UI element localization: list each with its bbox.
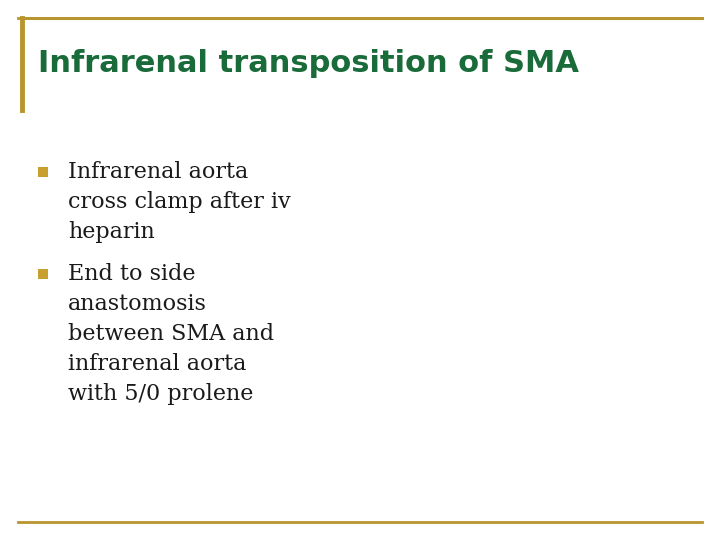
Bar (38, 167, 48, 177)
Text: with 5/0 prolene: with 5/0 prolene (68, 383, 253, 405)
Text: Infrarenal transposition of SMA: Infrarenal transposition of SMA (38, 50, 579, 78)
Text: heparin: heparin (68, 221, 155, 243)
Text: Infrarenal aorta: Infrarenal aorta (68, 161, 248, 183)
Text: End to side: End to side (68, 263, 196, 285)
Text: between SMA and: between SMA and (68, 323, 274, 345)
Text: cross clamp after iv: cross clamp after iv (68, 191, 291, 213)
Text: anastomosis: anastomosis (68, 293, 207, 315)
Bar (38, 269, 48, 279)
Text: infrarenal aorta: infrarenal aorta (68, 353, 246, 375)
